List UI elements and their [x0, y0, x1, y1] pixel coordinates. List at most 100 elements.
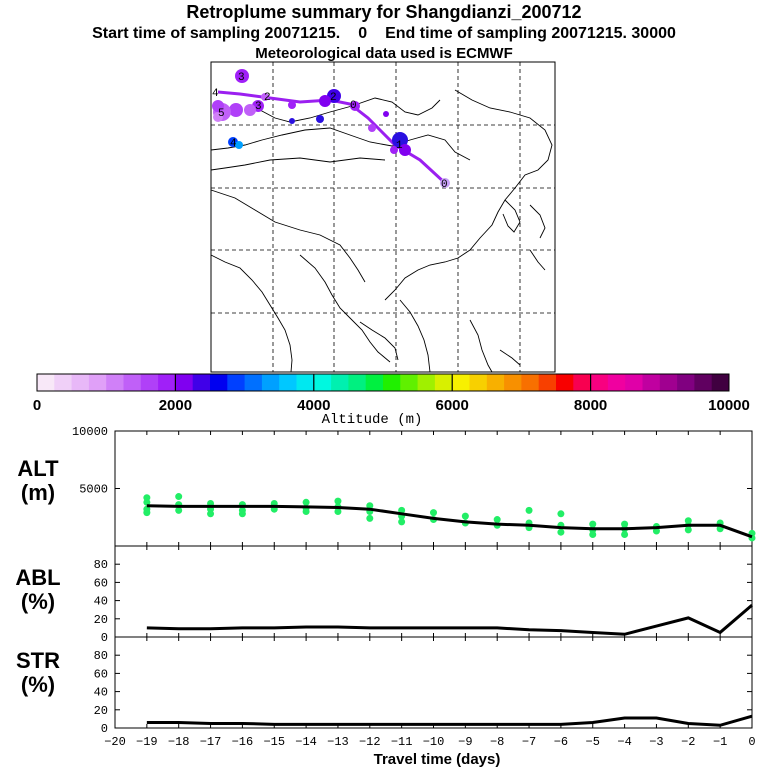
x-tick-label: −19 [136, 735, 158, 749]
trajectory-points [212, 69, 450, 188]
colorbar-swatch [711, 374, 730, 391]
x-tick-label: −5 [586, 735, 600, 749]
x-tick-label: −6 [554, 735, 568, 749]
x-tick-label: −2 [681, 735, 695, 749]
scatter-point [493, 516, 501, 524]
colorbar-swatch [331, 374, 349, 391]
str-series-line [146, 714, 753, 727]
colorbar-swatch [417, 374, 436, 391]
scatter-point [334, 497, 342, 505]
colorbar-swatch [106, 374, 124, 391]
y-tick-label: 20 [94, 613, 108, 627]
colorbar-swatch [192, 374, 211, 391]
scatter-point [430, 509, 437, 517]
str-ylabel: STR [16, 648, 60, 673]
trajectory-point [235, 141, 243, 149]
x-tick-label: −15 [263, 735, 285, 749]
trajectory-point [316, 115, 324, 123]
scatter-point [557, 510, 565, 518]
end-time-label: End time of sampling 20071215. 30000 [385, 25, 676, 42]
colorbar-swatch [175, 374, 194, 391]
traj-label: 3 [238, 72, 245, 84]
colorbar-swatch [244, 374, 263, 391]
colorbar-swatch [452, 374, 470, 391]
x-tick-label: −12 [359, 735, 381, 749]
colorbar-swatch [504, 374, 522, 391]
panel-frame [114, 545, 753, 638]
colorbar-swatch [279, 374, 297, 391]
scatter-point [589, 531, 597, 538]
x-tick-label: −8 [490, 735, 504, 749]
panel-y-labels: ALT (m) ABL (%) STR (%) [15, 456, 60, 697]
trajectory-point [383, 111, 389, 117]
alt-series-line [146, 504, 753, 539]
trajectory-point [350, 101, 360, 111]
colorbar-swatch [521, 374, 540, 391]
abl-panel: 0 20 40 60 80 [94, 545, 753, 645]
scatter-point [175, 493, 183, 501]
trajectory-point [440, 178, 450, 188]
colorbar-tick-label: 8000 [574, 397, 607, 414]
x-tick-label: −9 [458, 735, 472, 749]
scatter-point [652, 527, 660, 535]
scatter-point [238, 510, 246, 518]
scatter-point [207, 510, 215, 518]
x-tick-label: −14 [295, 735, 317, 749]
colorbar-swatch [54, 374, 73, 391]
trajectory-point [368, 124, 376, 132]
colorbar-title: Altitude (m) [322, 412, 423, 428]
colorbar-tick-labels: 0 2000 4000 6000 8000 10000 [33, 397, 750, 414]
x-tick-label: 0 [748, 735, 755, 749]
y-tick-label: 80 [94, 649, 108, 663]
colorbar-swatch [123, 374, 142, 391]
colorbar-swatch [642, 374, 661, 391]
scatter-point [525, 506, 533, 514]
x-tick-label: −17 [200, 735, 222, 749]
scatter-point [302, 498, 310, 506]
str-panel: 0 20 40 60 80 [94, 636, 753, 736]
map-grid [211, 62, 555, 372]
abl-ylabel: ABL [15, 565, 60, 590]
y-tick-label: 40 [94, 686, 108, 700]
alt-ylabel: ALT [17, 456, 59, 481]
colorbar-swatch [607, 374, 626, 391]
map-frame [210, 61, 556, 373]
y-tick-label: 80 [94, 558, 108, 572]
colorbar-swatch [400, 374, 419, 391]
colorbar-swatch [227, 374, 246, 391]
colorbar-tick-label: 6000 [436, 397, 469, 414]
x-tick-label: −16 [232, 735, 254, 749]
x-tick-label: −18 [168, 735, 190, 749]
trajectory-point [212, 100, 224, 112]
scatter-point [557, 528, 565, 536]
y-tick-label: 5000 [79, 483, 108, 497]
trajectory-point [244, 104, 256, 116]
trajectory-point [261, 93, 269, 101]
traj-label: 0 [441, 179, 448, 191]
scatter-point [461, 512, 469, 520]
y-tick-label: 10000 [72, 425, 108, 439]
colorbar-frame [36, 373, 730, 392]
trajectory-point [392, 132, 408, 148]
traj-label: 4 [212, 88, 219, 100]
y-tick-label: 0 [101, 722, 108, 736]
scatter-point [589, 520, 597, 528]
colorbar-swatch [158, 374, 176, 391]
alt-ylabel-unit: (m) [21, 480, 55, 505]
cluster-label: 2 [264, 92, 271, 104]
scatter-point [398, 518, 406, 526]
abl-ylabel-unit: (%) [21, 589, 55, 614]
colorbar-swatch [659, 374, 678, 391]
y-tick-label: 60 [94, 576, 108, 590]
traj-label: 1 [396, 140, 403, 152]
alt-scatter [143, 493, 756, 542]
scatter-point [175, 506, 183, 514]
colorbar-swatch [573, 374, 592, 391]
trajectory-point [390, 146, 398, 154]
x-tick-label: −11 [391, 735, 413, 749]
abl-series-line [146, 604, 753, 636]
x-tick-label: −7 [522, 735, 536, 749]
trajectory-point [213, 112, 223, 122]
